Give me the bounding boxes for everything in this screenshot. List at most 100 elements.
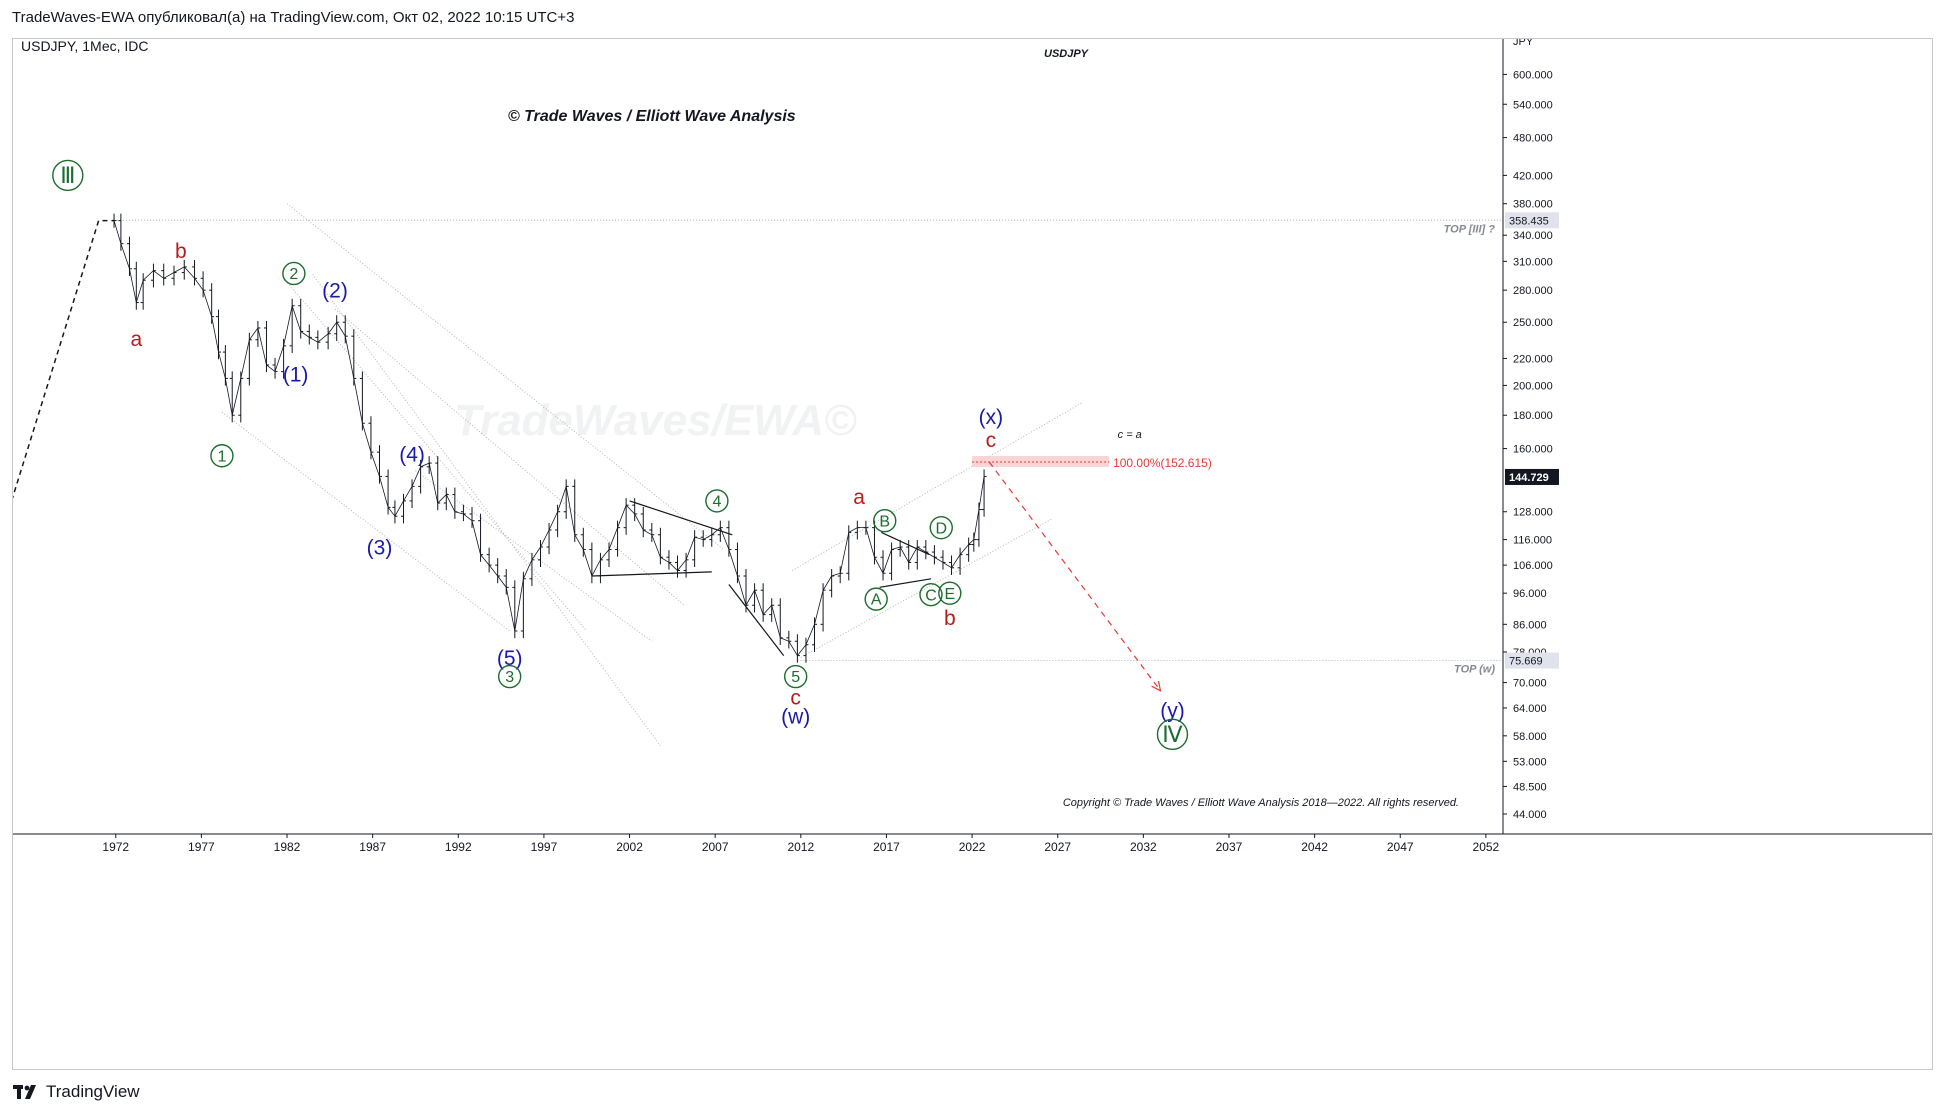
y-tick-label: 540.000 [1513,99,1553,111]
chart-texts: USDJPY, 1Мес, IDC USDJPY © Trade Waves / E… [21,39,1459,809]
copyright-note: Copyright © Trade Waves / Elliott Wave A… [1063,797,1459,809]
price-axis-unit: JPY [1513,39,1534,48]
x-tick-label: 2027 [1044,840,1071,854]
trend-line [286,203,725,550]
wave-label: c [986,429,997,452]
target-zone-label: 100.00%(152.615) [1113,456,1212,470]
wave-label: Ⅳ [1162,722,1183,747]
wave-label-circle [210,444,234,468]
y-tick-label: 96.000 [1513,588,1547,600]
x-tick-label: 1972 [102,840,129,854]
tradingview-logo-icon[interactable] [12,1082,40,1102]
x-tick-label: 1987 [359,840,386,854]
publisher-line: TradeWaves-EWA опубликовал(а) на Trading… [12,9,575,26]
wave-label: E [944,586,955,603]
wave-label: (w) [781,705,810,728]
footer: TradingView [12,1079,140,1105]
wave-label: 5 [791,669,800,686]
y-tick-label: 58.000 [1513,731,1547,743]
y-tick-label: 48.500 [1513,781,1547,793]
trend-lines [221,203,1082,747]
trend-line [415,470,653,642]
wave-label-circle [873,509,897,533]
y-tick-label: 480.000 [1513,133,1553,145]
footer-brand[interactable]: TradingView [46,1082,140,1101]
wave-label: 3 [505,669,514,686]
y-tick-label: 600.000 [1513,69,1553,81]
chart-pane[interactable]: TOP [III] ? TOP (w) TradeWaves/EWA© 100.0… [12,38,1933,1070]
trend-line [591,571,712,577]
chart-canvas[interactable]: TOP [III] ? TOP (w) TradeWaves/EWA© 100.0… [13,39,1932,1069]
y-tick-label: 310.000 [1513,256,1553,268]
wave-label: (4) [399,443,425,466]
wave-label-circle [864,587,888,611]
y-tick-label: 116.000 [1513,535,1552,547]
y-tick-label: 220.000 [1513,353,1553,365]
symbol-line: USDJPY, 1Мес, IDC [21,39,149,54]
price-badge-label: 144.729 [1509,472,1549,484]
y-tick-label: 70.000 [1513,678,1547,690]
trend-line [283,277,588,632]
x-tick-label: 2012 [787,840,814,854]
wave-label-circle [929,515,953,540]
price-line [113,220,985,657]
watermark-layer: TradeWaves/EWA© [454,396,857,445]
y-tick-label: 420.000 [1513,170,1553,182]
wave-label-circle [52,159,84,192]
wave-label-circle [282,261,306,286]
price-series [111,213,987,663]
symbol-tag: USDJPY [1044,48,1090,60]
trend-line [629,500,733,536]
y-tick-label: 180.000 [1513,410,1553,422]
y-tick-label: 250.000 [1513,317,1553,329]
price-badge [1505,652,1559,669]
y-tick-label: 128.000 [1513,507,1553,519]
projection [988,461,1162,692]
projection-arrowhead [1151,680,1162,692]
trend-line [728,584,785,656]
wave-label: C [925,587,937,604]
wave-label: B [879,513,890,530]
x-tick-label: 2032 [1130,840,1157,854]
axes: JPY600.000540.000480.000420.000380.00034… [13,39,1932,854]
wave-label-circle [783,664,808,689]
price-badge [1505,468,1559,485]
wave-label-circle [1156,718,1189,751]
trend-line [879,578,932,588]
x-tick-label: 2047 [1387,840,1414,854]
x-tick-label: 2052 [1473,840,1500,854]
x-tick-label: 1997 [531,840,558,854]
wave-label: (5) [497,647,523,670]
trend-line [881,531,930,556]
wave-label: 4 [712,493,721,510]
wave-label: Ⅲ [60,163,75,188]
projection-line [988,461,1161,692]
hypothetical-path-line [13,219,115,499]
price-badge [1505,212,1559,229]
wave-label: a [853,486,865,509]
price-badge-label: 75.669 [1509,656,1543,668]
y-tick-label: 160.000 [1513,444,1553,456]
target-zone: 100.00%(152.615) c = a [972,429,1212,470]
wave-label: (1) [283,364,309,387]
y-tick-label: 280.000 [1513,285,1553,297]
trend-line [334,308,685,606]
target-zone-note: c = a [1118,429,1142,441]
x-tick-label: 2007 [702,840,729,854]
x-tick-label: 2002 [616,840,643,854]
wave-label-circle [705,489,729,513]
wave-label: A [871,592,882,609]
wave-label-circle [497,664,522,689]
reference-line-label: TOP [III] ? [1444,223,1496,235]
wave-label: b [944,607,956,630]
x-tick-label: 2037 [1216,840,1243,854]
wave-label: 2 [289,266,298,283]
wave-label: (2) [322,280,348,303]
chart-title: © Trade Waves / Elliott Wave Analysis [508,108,796,125]
wave-label: (3) [367,536,393,559]
wave-label-circle [919,582,943,607]
x-tick-label: 1977 [188,840,215,854]
price-badge-label: 358.435 [1509,215,1549,227]
reference-lines: TOP [III] ? TOP (w) [114,219,1503,676]
